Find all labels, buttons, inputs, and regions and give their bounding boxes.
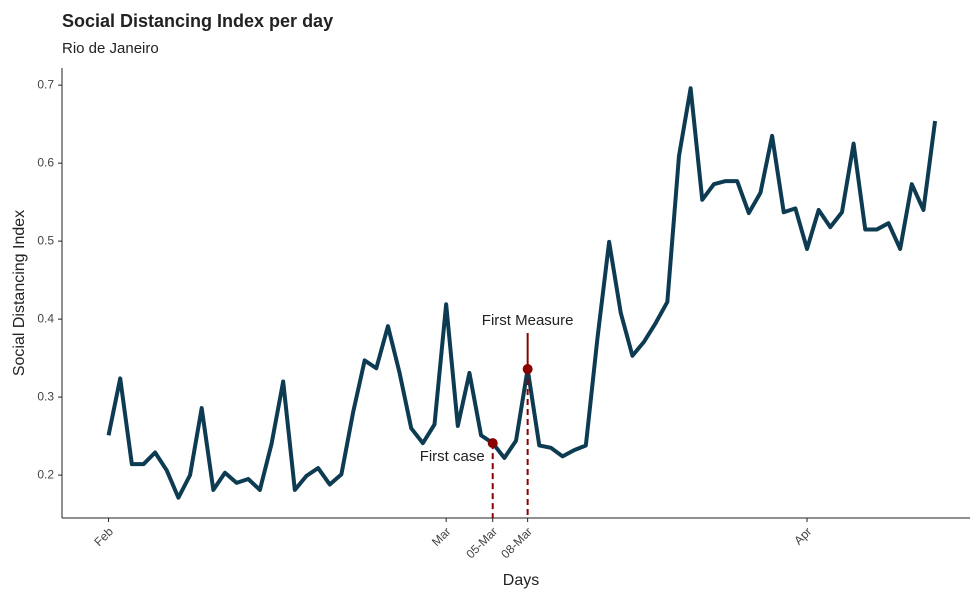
annotation-point [487, 438, 498, 449]
annotation-label: First Measure [482, 312, 574, 329]
x-tick-label: Apr [791, 524, 814, 547]
y-tick-label: 0.6 [37, 155, 54, 169]
y-tick-label: 0.5 [37, 233, 54, 247]
chart-subtitle: Rio de Janeiro [62, 40, 159, 57]
annotation-point [522, 364, 533, 375]
y-tick-label: 0.3 [37, 389, 54, 403]
chart-title: Social Distancing Index per day [62, 11, 333, 31]
annotation-label: First case [420, 448, 485, 465]
y-tick-label: 0.7 [37, 77, 54, 91]
y-axis-label: Social Distancing Index [11, 210, 28, 376]
x-tick-label: 08-Mar [498, 524, 535, 561]
series-line [106, 86, 938, 500]
x-axis-label: Days [503, 572, 539, 589]
y-tick-label: 0.4 [37, 311, 54, 325]
x-tick-label: 05-Mar [463, 524, 500, 561]
x-tick-label: Mar [429, 524, 454, 549]
y-tick-label: 0.2 [37, 467, 54, 481]
x-tick-label: Feb [91, 524, 116, 549]
